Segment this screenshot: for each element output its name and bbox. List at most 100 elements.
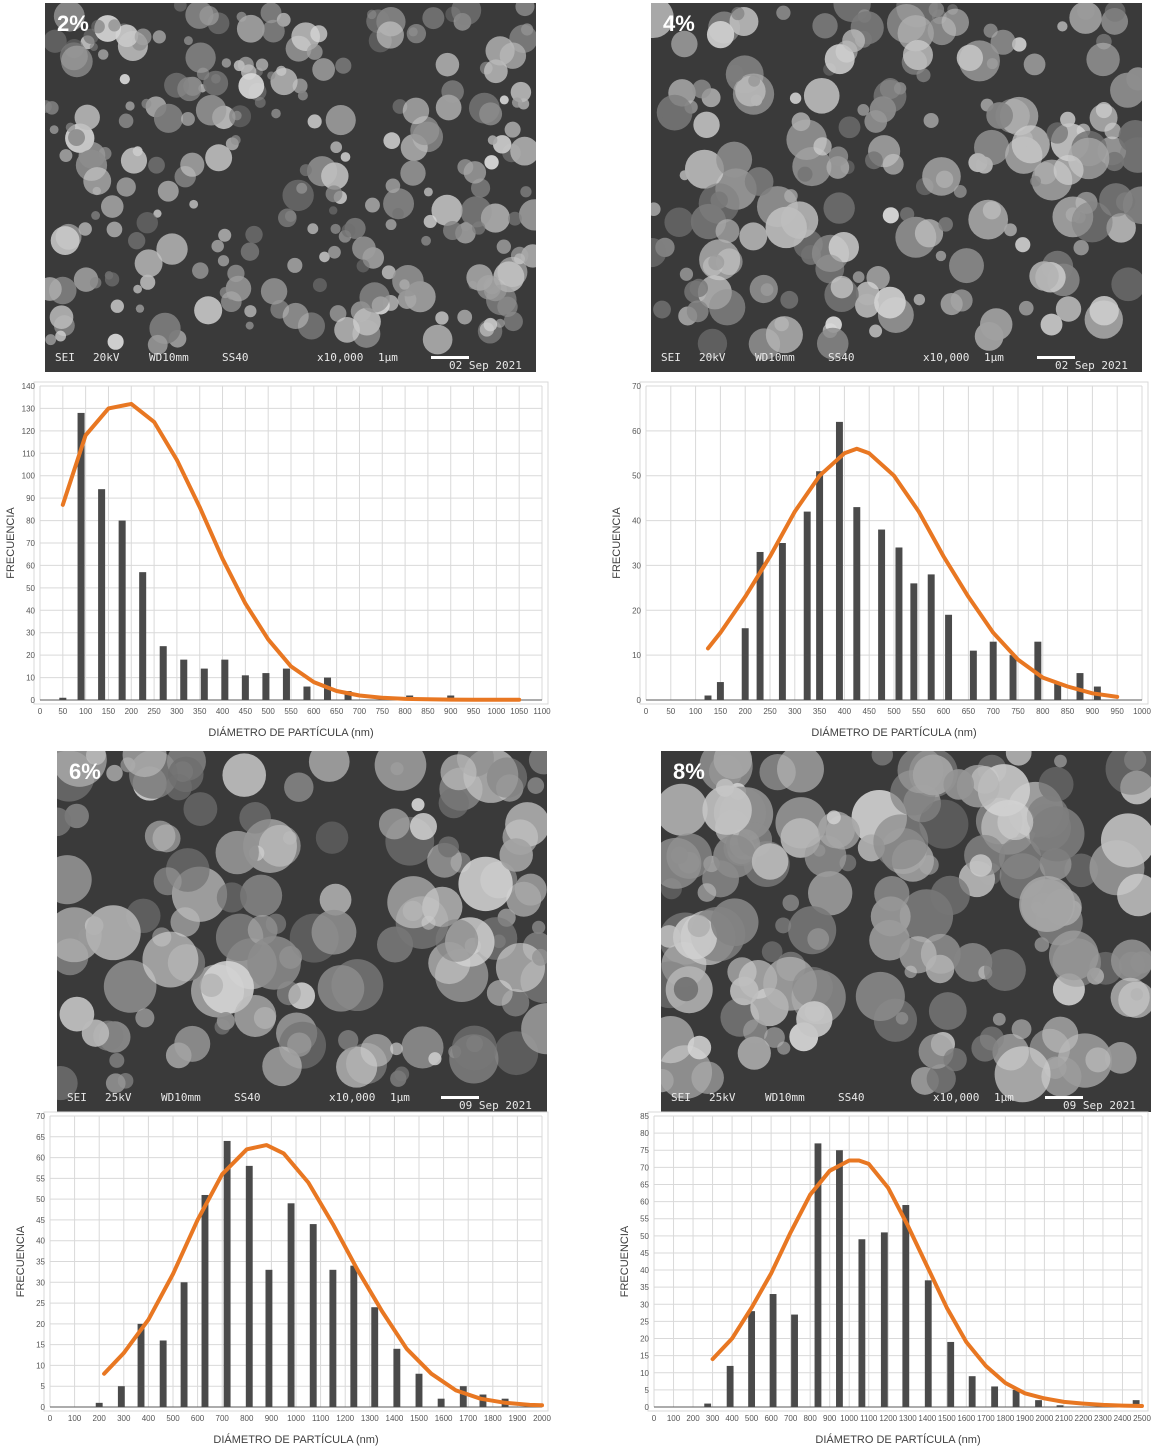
concentration-label: 2% — [57, 11, 89, 36]
normal-fit-curve — [102, 1143, 544, 1408]
sem-date-text: 09 Sep 2021 — [1063, 1099, 1136, 1112]
x-tick-label: 400 — [838, 707, 852, 716]
x-tick-label: 200 — [686, 1414, 700, 1423]
histogram-bar — [95, 1402, 103, 1407]
concentration-label: 8% — [673, 759, 705, 784]
histogram-bar — [117, 1386, 125, 1407]
y-tick-label: 40 — [640, 1266, 649, 1275]
histogram-bar — [791, 1314, 798, 1407]
x-tick-label: 2000 — [1036, 1414, 1054, 1423]
x-tick-label: 850 — [1061, 707, 1075, 716]
y-tick-label: 40 — [632, 517, 641, 526]
x-tick-label: 2500 — [1133, 1414, 1151, 1423]
y-tick-label: 0 — [31, 696, 36, 705]
histogram-bar — [200, 668, 208, 700]
histogram-bar — [803, 511, 811, 700]
sem-mag-text: x10,000 — [933, 1091, 980, 1104]
y-tick-label: 20 — [632, 606, 641, 615]
histogram-bar — [741, 628, 749, 700]
x-tick-label: 250 — [147, 707, 161, 716]
concentration-label: 6% — [69, 759, 101, 784]
y-tick-label: 40 — [36, 1237, 45, 1246]
x-tick-label: 350 — [813, 707, 827, 716]
histogram-bar — [221, 659, 229, 700]
histogram-bar — [858, 1239, 866, 1407]
x-tick-label: 1000 — [1133, 707, 1151, 716]
sem-kv-text: 20kV — [699, 351, 726, 364]
sem-mag-text: x10,000 — [317, 351, 364, 364]
x-tick-label: 650 — [962, 707, 976, 716]
histogram-bar — [245, 1165, 253, 1407]
histogram-bar — [927, 574, 935, 700]
x-tick-label: 600 — [191, 1414, 205, 1423]
sem-kv-text: 25kV — [105, 1091, 132, 1104]
normal-fit-curve — [710, 1158, 1144, 1408]
x-tick-label: 1000 — [287, 1414, 305, 1423]
histogram-bar — [878, 529, 886, 700]
x-tick-label: 650 — [330, 707, 344, 716]
x-tick-label: 900 — [823, 1414, 837, 1423]
x-tick-label: 700 — [987, 707, 1001, 716]
x-tick-label: 700 — [784, 1414, 798, 1423]
y-tick-label: 85 — [640, 1112, 649, 1121]
plot-frame — [33, 381, 549, 705]
y-tick-label: 10 — [632, 651, 641, 660]
y-tick-label: 80 — [26, 517, 35, 526]
histogram-bar — [945, 614, 953, 700]
histogram-2pct: 0 10 20 30 40 50 60 70 80 90 100 110 120 130 140 0 50 100… — [0, 378, 560, 742]
x-tick-label: 450 — [239, 707, 253, 716]
x-tick-label: 1050 — [510, 707, 528, 716]
histogram-bar — [902, 1205, 910, 1407]
x-tick-label: 0 — [644, 707, 649, 716]
histogram-4pct: 0 10 20 30 40 50 60 70 0 50 100 150 200 250 300 350 400 4… — [606, 378, 1160, 742]
x-tick-label: 2000 — [533, 1414, 551, 1423]
histogram-bar — [282, 668, 290, 700]
x-tick-label: 1600 — [957, 1414, 975, 1423]
histogram-bar — [118, 520, 126, 700]
histogram-bar — [969, 650, 977, 700]
x-tick-label: 200 — [739, 707, 753, 716]
histogram-bar — [836, 1150, 843, 1407]
y-tick-label: 20 — [640, 1335, 649, 1344]
histogram-bar — [139, 572, 147, 700]
sem-mode-text: SEI — [55, 351, 75, 364]
plot-frame — [43, 1111, 549, 1412]
y-tick-label: 60 — [640, 1198, 649, 1207]
x-tick-label: 200 — [93, 1414, 107, 1423]
x-tick-label: 750 — [376, 707, 390, 716]
y-axis-title: FRECUENCIA — [15, 1225, 27, 1297]
x-tick-label: 400 — [725, 1414, 739, 1423]
histogram-bar — [989, 641, 997, 700]
y-tick-label: 5 — [41, 1382, 46, 1391]
x-tick-label: 100 — [667, 1414, 681, 1423]
sem-scale-text: 1µm — [390, 1091, 410, 1104]
y-tick-label: 5 — [645, 1386, 650, 1395]
x-tick-label: 900 — [265, 1414, 279, 1423]
sem-date-text: 02 Sep 2021 — [449, 359, 522, 372]
histogram-bar — [415, 1373, 423, 1407]
sem-wd-text: WD10mm — [755, 351, 795, 364]
x-tick-label: 700 — [216, 1414, 230, 1423]
x-tick-label: 1000 — [840, 1414, 858, 1423]
sem-kv-text: 25kV — [709, 1091, 736, 1104]
histogram-bar — [1054, 682, 1062, 700]
histogram-bar — [704, 695, 712, 700]
sem-date-text: 02 Sep 2021 — [1055, 359, 1128, 372]
histogram-8pct: 0 5 10 15 20 25 30 35 40 45 50 55 60 65 70 75 80 85 0 100 20… — [614, 1108, 1160, 1449]
sem-mode-text: SEI — [661, 351, 681, 364]
sem-image-2pct: 2% SEI 20kV WD10mm SS40 x10,000 1µm 02 Sep 2021 — [45, 3, 536, 372]
histogram-bar — [223, 1140, 231, 1407]
x-tick-label: 350 — [193, 707, 207, 716]
x-tick-label: 750 — [1011, 707, 1025, 716]
scale-bar — [441, 1096, 479, 1099]
y-tick-label: 0 — [645, 1403, 650, 1412]
histogram-bar — [344, 691, 352, 700]
x-tick-label: 1400 — [386, 1414, 404, 1423]
x-tick-label: 100 — [689, 707, 703, 716]
histogram-bar — [265, 1269, 273, 1407]
concentration-label: 4% — [663, 11, 695, 36]
x-tick-label: 2300 — [1094, 1414, 1112, 1423]
histogram-bar — [1034, 641, 1042, 700]
histogram-bar — [924, 1280, 932, 1407]
normal-fit-curve — [706, 446, 1120, 699]
